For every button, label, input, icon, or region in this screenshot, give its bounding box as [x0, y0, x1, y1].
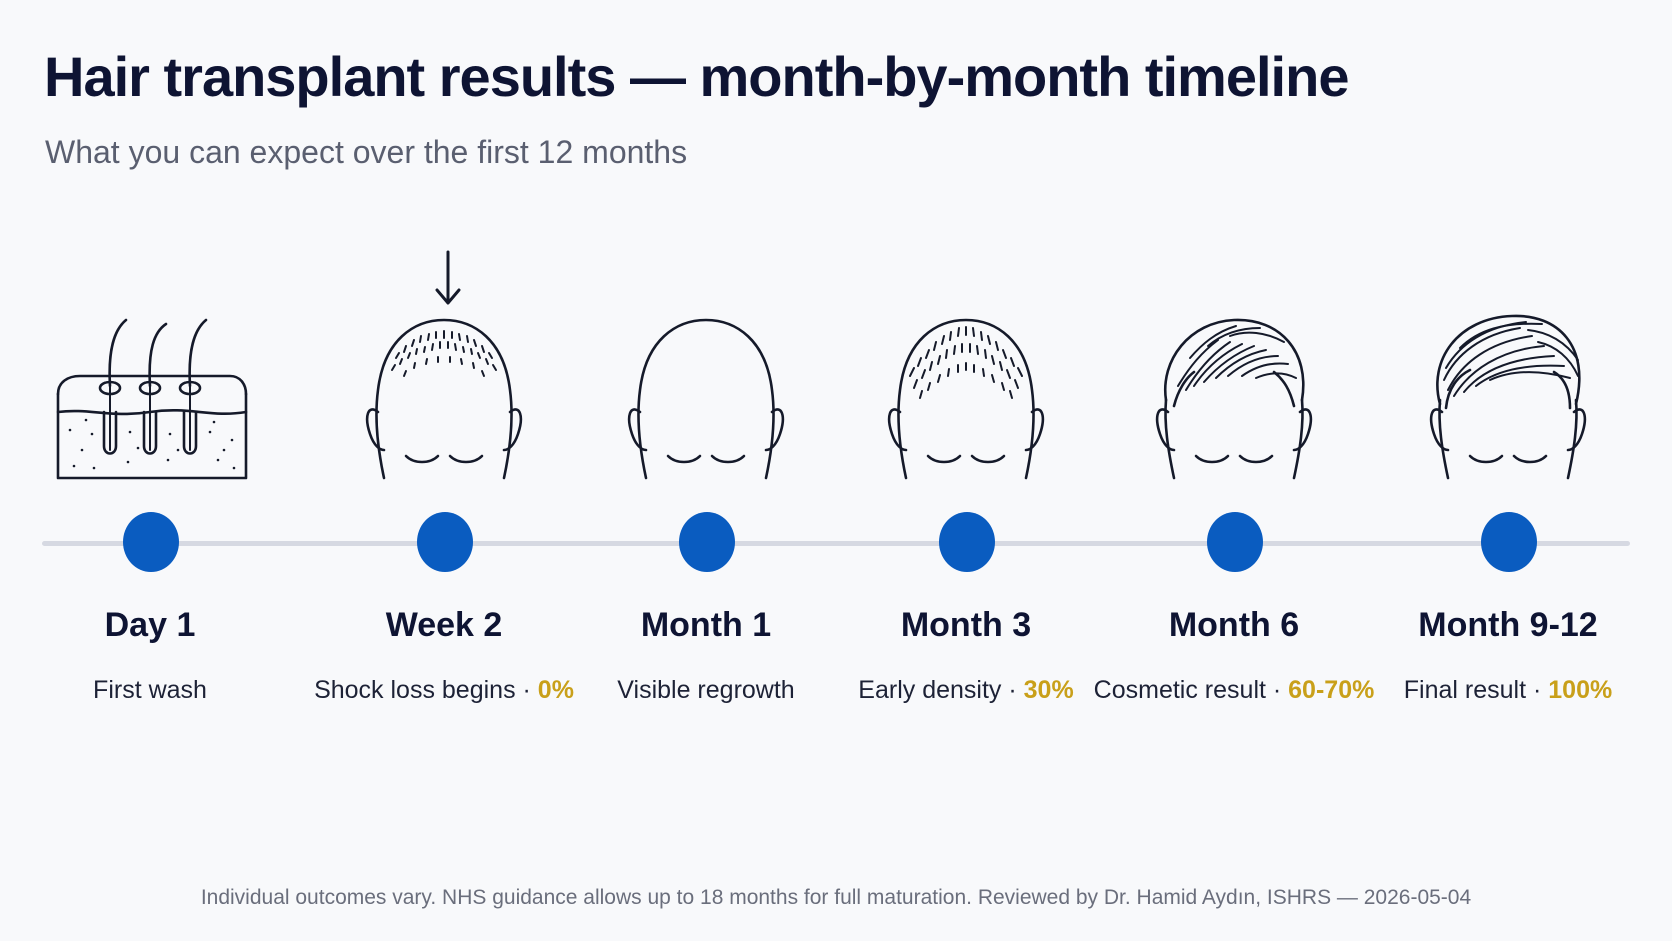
head-stubble-icon: [365, 318, 523, 480]
timeline-dot: [1207, 512, 1263, 572]
stage-description: First wash: [93, 676, 207, 704]
stage-label: Week 2: [385, 606, 503, 644]
head-full-hair-icon: [1429, 314, 1587, 480]
stage-description: Shock loss begins · 0%: [314, 676, 574, 704]
growth-percent: 30%: [1023, 676, 1074, 704]
timeline-dot: [939, 512, 995, 572]
footer-note: Individual outcomes vary. NHS guidance a…: [200, 886, 1472, 909]
timeline-dot: [417, 512, 473, 572]
timeline-track: [42, 541, 1630, 546]
timeline-stage: Month 6 Cosmetic result · 60-70%: [1094, 300, 1374, 704]
stage-description: Cosmetic result · 60-70%: [1093, 676, 1375, 704]
stage-label: Month 1: [640, 606, 772, 644]
timeline-dot: [123, 512, 179, 572]
timeline-stage: Month 3 Early density · 30%: [836, 300, 1096, 704]
stage-description: Early density · 30%: [858, 676, 1074, 704]
timeline-stage: Month 9-12 Final result · 100%: [1378, 300, 1638, 704]
timeline-stage: Day 1 First wash: [20, 300, 280, 704]
head-medium-hair-icon: [1155, 318, 1313, 480]
stage-description: Final result · 100%: [1403, 676, 1613, 704]
growth-percent: 60-70%: [1288, 676, 1375, 704]
page-title: Hair transplant results — month-by-month…: [44, 45, 1349, 108]
timeline-stage: Week 2 Shock loss begins · 0%: [314, 300, 574, 704]
timeline-stage: Month 1 Visible regrowth: [576, 300, 836, 704]
timeline-dot: [1481, 512, 1537, 572]
growth-percent: 100%: [1548, 676, 1613, 704]
head-bald-icon: [627, 318, 785, 480]
skin-follicle-icon: [56, 318, 248, 480]
stage-description: Visible regrowth: [617, 676, 795, 704]
growth-percent: 0%: [537, 676, 574, 704]
head-short-hair-icon: [887, 318, 1045, 480]
page-subtitle: What you can expect over the first 12 mo…: [45, 134, 688, 170]
timeline-dot: [679, 512, 735, 572]
stage-label: Month 9-12: [1418, 606, 1598, 644]
stage-label: Month 3: [900, 606, 1032, 644]
stage-label: Month 6: [1168, 606, 1300, 644]
stage-label: Day 1: [104, 606, 196, 644]
arrow-down-icon: [435, 250, 461, 305]
